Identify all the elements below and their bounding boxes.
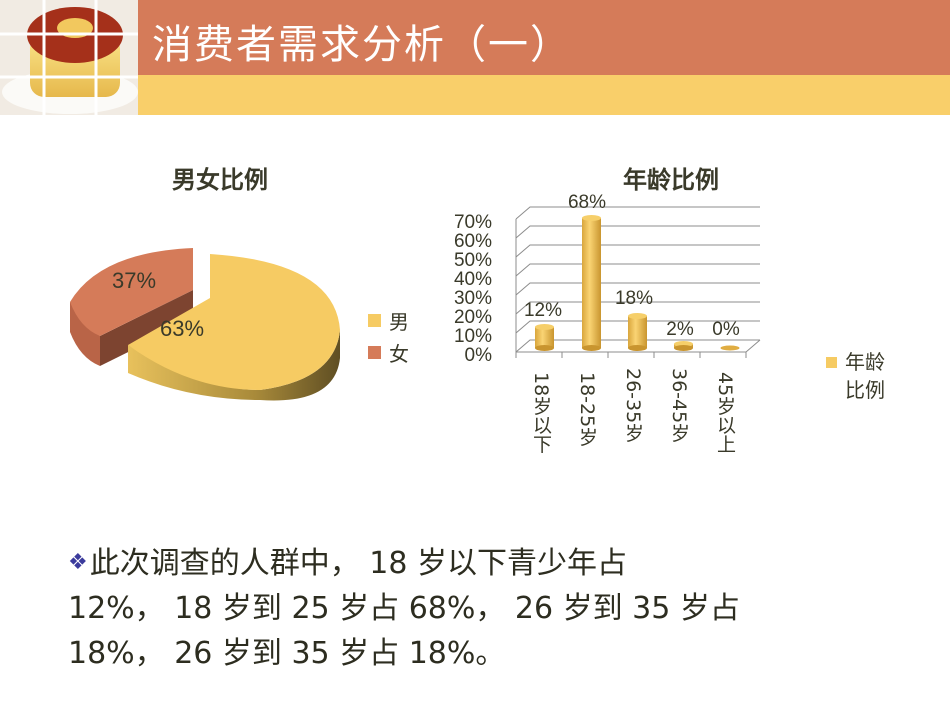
svg-text:50%: 50% — [454, 250, 492, 271]
bar-x-axis-labels: 18岁以下 18-25岁 26-35岁 36-45岁 45岁以上 — [520, 368, 780, 482]
slide-title: 消费者需求分析（一） — [152, 22, 572, 68]
summary-paragraph: ❖此次调查的人群中， 18 岁以下青少年占 12%， 18 岁到 25 岁占 6… — [68, 546, 740, 671]
pie-chart: 63% 37% — [60, 240, 360, 410]
svg-text:20%: 20% — [454, 307, 492, 328]
diamond-bullet-icon: ❖ — [68, 550, 88, 575]
svg-text:40%: 40% — [454, 269, 492, 290]
bar-label-0: 12% — [524, 300, 562, 321]
pie-legend: 男 女 — [368, 304, 409, 368]
x-label-1: 18-25岁 — [576, 372, 598, 447]
x-label-4: 45岁以上 — [714, 372, 736, 454]
bar-chart-title: 年龄比例 — [623, 166, 719, 194]
pie-label-male: 63% — [160, 316, 204, 341]
bar-label-4: 0% — [712, 319, 740, 340]
svg-text:70%: 70% — [454, 212, 492, 233]
header-band-orange — [138, 0, 950, 75]
header-band-yellow — [138, 75, 950, 115]
bar-legend: 年龄 比例 — [826, 348, 885, 404]
legend-item-female: 女 — [368, 336, 409, 368]
pie-label-female: 37% — [112, 268, 156, 293]
flan-photo — [0, 0, 138, 115]
legend-item-male: 男 — [368, 304, 409, 336]
legend-swatch-female — [368, 345, 381, 359]
bar-label-1: 68% — [568, 192, 606, 213]
svg-text:60%: 60% — [454, 231, 492, 252]
svg-text:10%: 10% — [454, 326, 492, 347]
bar-label-2: 18% — [615, 288, 653, 309]
x-label-0: 18岁以下 — [530, 372, 552, 454]
svg-text:0%: 0% — [465, 345, 493, 365]
svg-text:30%: 30% — [454, 288, 492, 309]
legend-swatch-age — [826, 356, 837, 368]
legend-swatch-male — [368, 313, 381, 327]
bar-chart: 70% 60% 50% 40% 30% 20% 10% 0% — [440, 190, 780, 366]
x-label-2: 26-35岁 — [622, 368, 644, 443]
x-label-3: 36-45岁 — [668, 368, 690, 443]
pie-chart-title: 男女比例 — [172, 166, 268, 194]
bar-label-3: 2% — [666, 319, 694, 340]
